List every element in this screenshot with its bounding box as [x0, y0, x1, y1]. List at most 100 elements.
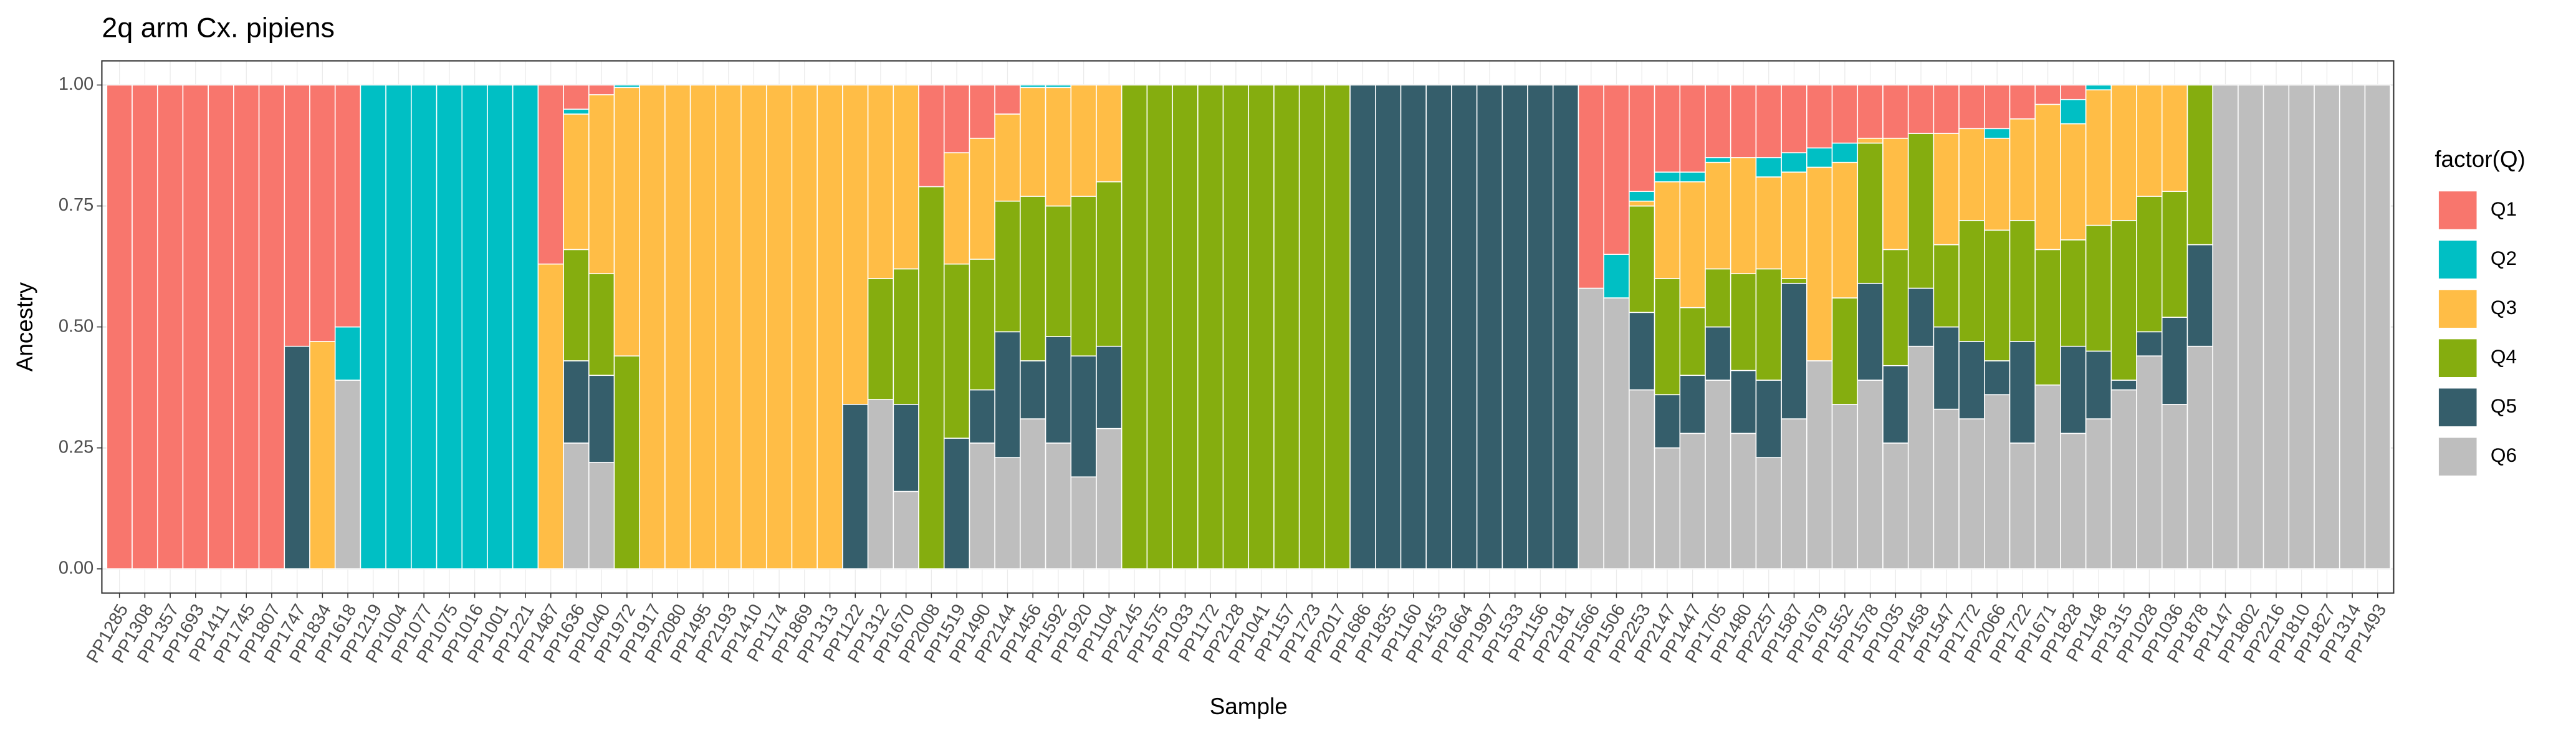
bar-segment — [182, 84, 209, 570]
bar-segment — [1020, 84, 1046, 88]
bar-segment — [258, 84, 285, 570]
bar-segment — [588, 462, 615, 570]
bar-segment — [1857, 142, 1884, 284]
bar-segment — [1045, 84, 1072, 88]
bar-segment — [2085, 84, 2112, 90]
bar-segment — [969, 259, 995, 391]
bar-segment — [943, 263, 970, 439]
bar-segment — [1552, 84, 1579, 570]
legend-title: factor(Q) — [2435, 146, 2526, 172]
legend-key — [2437, 189, 2479, 231]
legend-key — [2437, 436, 2479, 477]
bar-segment — [156, 84, 184, 570]
bar-segment — [1629, 84, 1655, 193]
bar-segment — [1603, 254, 1630, 299]
bar-segment — [943, 84, 970, 153]
legend-key — [2437, 386, 2479, 428]
bar-segment — [1730, 273, 1757, 371]
bar-segment — [1654, 394, 1681, 449]
legend-key — [2437, 337, 2479, 379]
chart-title: 2q arm Cx. pipiens — [102, 12, 334, 43]
bar-segment — [1781, 171, 1808, 279]
bar-segment — [1933, 84, 1960, 134]
bar-segment — [2186, 345, 2213, 570]
bar-segment — [1654, 278, 1681, 396]
bar-segment — [2212, 84, 2239, 570]
bar-segment — [1679, 307, 1706, 376]
y-axis-label: Ancestry — [12, 282, 37, 371]
bar-segment — [740, 84, 767, 570]
bar-segment — [1629, 191, 1655, 202]
bar-segment — [1578, 84, 1604, 289]
bar-segment — [1984, 84, 2011, 130]
bar-segment — [842, 404, 869, 570]
bar-segment — [1831, 84, 1859, 144]
bar-segment — [943, 152, 970, 265]
bar-segment — [588, 273, 615, 376]
bar-segment — [360, 84, 386, 570]
bar-segment — [1831, 404, 1859, 570]
bar-segment — [1831, 161, 1859, 299]
bar-segment — [1629, 389, 1655, 570]
bar-segment — [1882, 138, 1909, 251]
bar-segment — [1273, 84, 1300, 570]
legend-label: Q4 — [2491, 345, 2517, 368]
bar-segment — [2009, 341, 2036, 444]
bar-segment — [1121, 84, 1148, 570]
bar-segment — [2110, 389, 2137, 570]
bar-segment — [2009, 220, 2036, 342]
bar-segment — [1857, 138, 1884, 144]
bar-segment — [1679, 433, 1706, 570]
bar-segment — [2161, 84, 2188, 193]
bar-segment — [1070, 476, 1097, 570]
bar-segment — [1781, 278, 1808, 284]
bar-segment — [791, 84, 818, 570]
bar-segment — [1222, 84, 1250, 570]
bar-segment — [1958, 418, 1985, 570]
bar-segment — [1248, 84, 1275, 570]
bar-segment — [1984, 128, 2011, 139]
bar-segment — [1730, 157, 1757, 274]
bar-segment — [1730, 370, 1757, 434]
bar-segment — [2085, 418, 2112, 570]
bar-segment — [969, 442, 995, 570]
bar-segment — [2136, 331, 2163, 356]
bar-segment — [2136, 196, 2163, 333]
bar-segment — [2110, 84, 2137, 221]
bar-segment — [867, 399, 894, 570]
bar-segment — [1958, 84, 1985, 130]
bar-segment — [1451, 84, 1478, 570]
bar-segment — [2262, 84, 2290, 570]
bar-segment — [2085, 89, 2112, 226]
bar-segment — [2161, 404, 2188, 570]
bar-segment — [1045, 87, 1072, 207]
legend-key — [2437, 288, 2479, 330]
bar-segment — [1146, 84, 1173, 570]
bar-segment — [1933, 326, 1960, 410]
bar-segment — [309, 341, 336, 570]
bar-segment — [1907, 84, 1935, 134]
bar-segment — [613, 355, 641, 570]
bar-segment — [1172, 84, 1199, 570]
bar-segment — [2110, 220, 2137, 381]
bar-segment — [1907, 287, 1935, 347]
bar-segment — [1984, 229, 2011, 361]
bar-segment — [1907, 345, 1935, 570]
bar-segment — [1755, 380, 1782, 459]
bar-segment — [436, 84, 463, 570]
bar-segment — [1882, 249, 1909, 366]
bar-segment — [208, 84, 234, 570]
bar-segment — [2085, 224, 2112, 352]
bar-segment — [1349, 84, 1376, 570]
bar-segment — [2136, 84, 2163, 197]
bar-segment — [1958, 220, 1985, 342]
bar-segment — [613, 84, 641, 88]
bar-segment — [994, 200, 1021, 333]
bar-segment — [893, 84, 919, 270]
bar-segment — [1096, 84, 1123, 183]
bar-segment — [2009, 442, 2036, 570]
bar-segment — [309, 84, 336, 342]
bar-segment — [639, 84, 666, 570]
bar-segment — [1755, 268, 1782, 381]
